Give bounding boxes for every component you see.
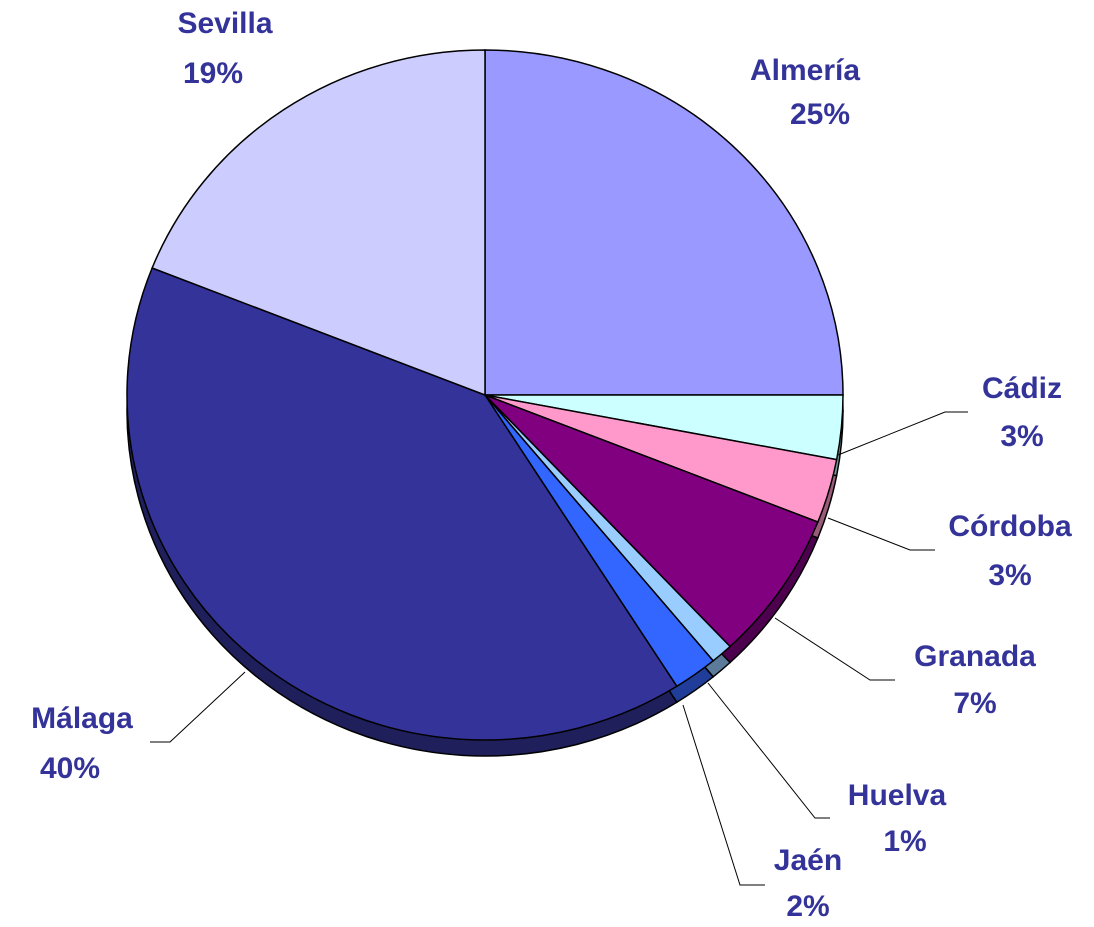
slice-label: Sevilla <box>177 7 272 40</box>
slice-value-label: 40% <box>40 752 100 785</box>
leader-line <box>827 517 935 551</box>
slice-value-label: 7% <box>953 687 996 720</box>
slice-value-label: 3% <box>988 559 1031 592</box>
slice-value-label: 2% <box>786 890 829 923</box>
slice <box>484 394 819 648</box>
slice-label: Almería <box>750 54 860 87</box>
leader-line <box>774 617 895 681</box>
leader-line <box>150 671 246 743</box>
slice <box>484 49 844 396</box>
leader-line <box>707 682 830 819</box>
slice-label: Huelva <box>848 779 947 812</box>
slice-value-label: 25% <box>790 98 850 131</box>
slice <box>151 49 486 397</box>
slice-value-label: 3% <box>1000 420 1043 453</box>
slice-label: Málaga <box>31 702 133 735</box>
slice-label: Córdoba <box>948 510 1072 543</box>
slice-value-label: 1% <box>883 825 926 858</box>
leader-line <box>837 411 968 456</box>
slice-value-label: 19% <box>183 57 243 90</box>
slice <box>126 267 678 741</box>
slice-label: Jaén <box>774 844 842 877</box>
slice-label: Granada <box>914 640 1036 673</box>
leader-line <box>682 704 765 886</box>
slice-label: Cádiz <box>982 372 1062 405</box>
